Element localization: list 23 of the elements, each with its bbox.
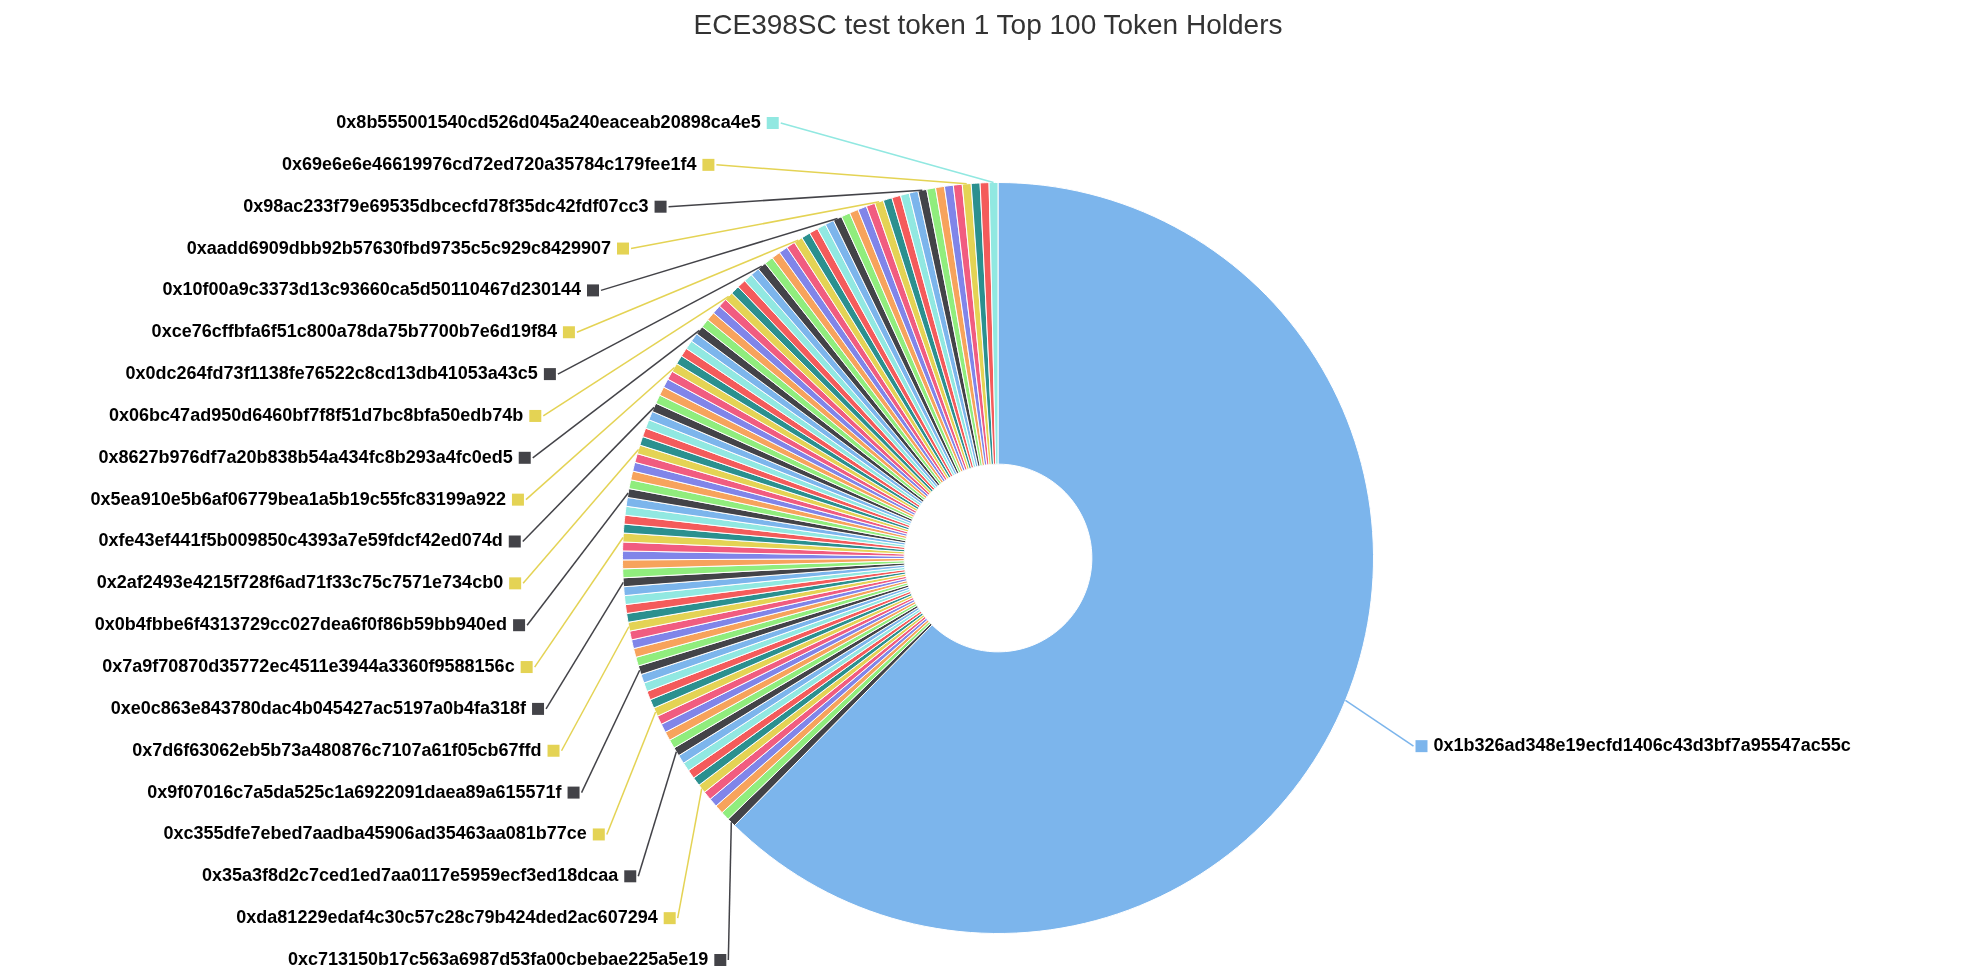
legend-label: 0xda81229edaf4c30c57c28c79b424ded2ac607294: [236, 907, 658, 928]
legend-label: 0x0dc264fd73f1138fe76522c8cd13db41053a43c5: [125, 363, 538, 384]
legend-label: 0x98ac233f79e69535dbcecfd78f35dc42fdf07cc3: [243, 195, 649, 216]
legend-label: 0xc713150b17c563a6987d53fa00cbebae225a5e19: [287, 948, 709, 969]
legend-label: 0x06bc47ad950d6460bf7f8f51d7bc8bfa50edb74b: [109, 404, 524, 425]
legend-label: 0x69e6e6e46619976cd72ed720a35784c179fee1f4: [282, 153, 697, 174]
legend-label: 0x8627b976df7a20b838b54a434fc8b293a4fc0ed5: [98, 446, 513, 467]
legend-label: 0xce76cffbfa6f51c800a78da75b7700b7e6d19f84: [151, 321, 557, 342]
legend-label: 0xaadd6909dbb92b57630fbd9735c5c929c8429907: [186, 237, 612, 258]
legend-label: 0x8b555001540cd526d045a240eaceab20898ca4e5: [336, 111, 761, 132]
slice-label: 0x1b326ad348e19ecfd1406c43d3bf7a95547ac55c: [1433, 735, 1851, 756]
legend-label: 0x9f07016c7a5da525c1a6922091daea89a615571f: [147, 781, 563, 802]
legend-label: 0x0b4fbbe6f4313729cc027dea6f0f86b59bb940ed: [94, 614, 508, 635]
chart-title: ECE398SC test token 1 Top 100 Token Holders: [693, 8, 1283, 40]
legend-label: 0x2af2493e4215f728f6ad71f33c75c7571e734cb0: [96, 572, 504, 593]
legend-label: 0x35a3f8d2c7ced1ed7aa0117e5959ecf3ed18dcaa: [201, 865, 620, 886]
legend-label: 0x7d6f63062eb5b73a480876c7107a61f05cb67ffd: [132, 739, 542, 760]
legend-label: 0xfe43ef441f5b009850c4393a7e59fdcf42ed074d: [98, 530, 503, 551]
legend-label: 0x7a9f70870d35772ec4511e3944a3360f9588156c: [102, 656, 515, 677]
legend-label: 0xe0c863e843780dac4b045427ac5197a0b4fa318f: [110, 697, 528, 718]
legend-label: 0xc355dfe7ebed7aadba45906ad35463aa081b77ce: [163, 823, 587, 844]
legend-label: 0x10f00a9c3373d13c93660ca5d50110467d230144: [162, 279, 581, 300]
legend-label: 0x5ea910e5b6af06779bea1a5b19c55fc83199a922: [90, 488, 506, 509]
